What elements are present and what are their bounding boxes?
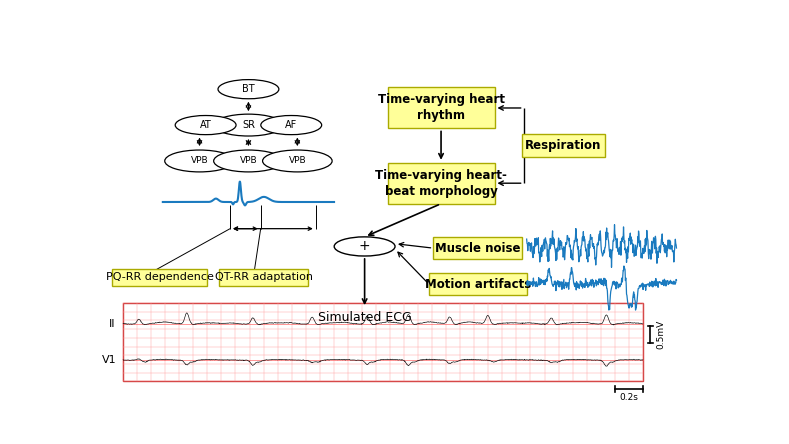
Text: VPB: VPB — [240, 156, 257, 166]
Text: II: II — [109, 319, 115, 329]
Text: SR: SR — [242, 120, 255, 130]
Bar — [123, 303, 643, 381]
Text: Respiration: Respiration — [525, 139, 601, 152]
Text: 0.2s: 0.2s — [619, 393, 638, 402]
FancyBboxPatch shape — [522, 135, 604, 157]
Ellipse shape — [263, 150, 332, 172]
FancyBboxPatch shape — [112, 269, 208, 286]
Text: BT: BT — [242, 84, 255, 94]
Ellipse shape — [218, 79, 279, 99]
Ellipse shape — [214, 114, 283, 136]
Text: AF: AF — [285, 120, 297, 130]
FancyBboxPatch shape — [387, 87, 495, 128]
FancyBboxPatch shape — [387, 163, 495, 204]
Text: +: + — [359, 239, 370, 254]
Ellipse shape — [261, 115, 322, 135]
Text: V1: V1 — [103, 355, 117, 365]
Ellipse shape — [175, 115, 236, 135]
Text: QT-RR adaptation: QT-RR adaptation — [215, 272, 312, 282]
Text: VPB: VPB — [289, 156, 306, 166]
Text: PQ-RR dependence: PQ-RR dependence — [106, 272, 214, 282]
FancyBboxPatch shape — [429, 273, 527, 295]
Text: 0.5mV: 0.5mV — [656, 320, 665, 349]
Ellipse shape — [165, 150, 234, 172]
Text: VPB: VPB — [191, 156, 208, 166]
Text: Time-varying heart
rhythm: Time-varying heart rhythm — [378, 94, 504, 123]
Text: Muscle noise: Muscle noise — [435, 242, 521, 255]
Text: Simulated ECG: Simulated ECG — [318, 311, 412, 325]
FancyBboxPatch shape — [219, 269, 308, 286]
FancyBboxPatch shape — [433, 237, 522, 259]
Text: Time-varying heart-
beat morphology: Time-varying heart- beat morphology — [375, 169, 507, 198]
Text: Motion artifacts: Motion artifacts — [424, 278, 531, 290]
Ellipse shape — [214, 150, 283, 172]
Ellipse shape — [335, 237, 395, 256]
Text: AT: AT — [200, 120, 211, 130]
